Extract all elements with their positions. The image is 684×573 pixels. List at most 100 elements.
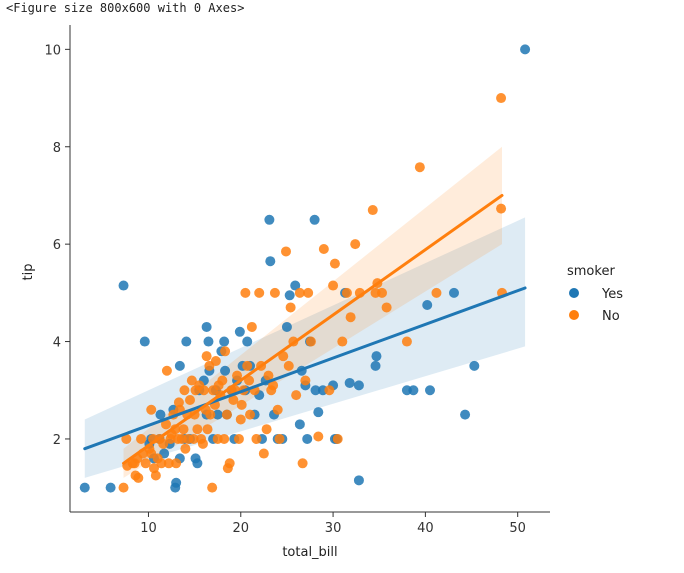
point-no [118, 482, 129, 493]
point-no [185, 394, 195, 405]
point-no [254, 287, 265, 298]
y-tick: 10 [44, 43, 70, 58]
point-no [332, 433, 343, 444]
point-no [236, 399, 247, 410]
point-no [220, 346, 231, 357]
point-no [324, 385, 335, 396]
point-no [272, 404, 283, 415]
legend-label-no: No [602, 309, 620, 324]
point-no [401, 336, 412, 347]
point-yes [171, 477, 182, 488]
point-no [245, 409, 255, 420]
point-yes [469, 360, 480, 371]
point-yes [344, 377, 355, 388]
point-yes [460, 409, 471, 420]
point-yes [242, 336, 253, 347]
point-no [431, 287, 442, 298]
point-no [268, 380, 279, 391]
point-yes [422, 300, 433, 311]
point-no [377, 287, 387, 298]
point-yes [220, 365, 231, 376]
y-tick-label: 8 [53, 141, 61, 156]
x-tick: 10 [140, 512, 157, 536]
point-no [178, 424, 189, 435]
point-yes [212, 409, 223, 420]
point-yes [313, 407, 324, 418]
y-tick: 4 [53, 336, 70, 351]
regression-line-no [122, 193, 504, 465]
point-no [305, 336, 316, 347]
point-no [303, 287, 314, 298]
point-no [291, 390, 302, 401]
x-tick-label: 10 [140, 521, 157, 536]
x-tick: 50 [509, 512, 526, 536]
point-no [300, 375, 311, 386]
y-tick: 6 [53, 238, 70, 253]
x-axis-label: total_bill [282, 545, 337, 560]
point-no [136, 433, 147, 444]
point-no [414, 162, 425, 173]
point-no [251, 433, 262, 444]
point-no [281, 246, 291, 257]
point-no [207, 482, 218, 493]
point-yes [353, 475, 364, 486]
point-no [219, 433, 230, 444]
point-no [140, 458, 151, 469]
point-no [205, 409, 216, 420]
point-no [173, 397, 184, 408]
x-tick-label: 50 [509, 521, 526, 536]
y-ticks: 2 4 6 8 10 [44, 43, 70, 448]
point-no [240, 287, 251, 298]
legend-marker-yes [569, 288, 579, 298]
point-no [210, 356, 221, 367]
x-tick: 20 [232, 512, 249, 536]
point-no [496, 203, 507, 214]
regression-lines [83, 193, 527, 465]
y-tick-label: 10 [44, 43, 61, 58]
point-no [179, 385, 190, 396]
point-yes [79, 482, 90, 493]
point-no [269, 287, 280, 298]
point-no [150, 470, 161, 481]
point-no [233, 433, 244, 444]
point-yes [302, 433, 313, 444]
point-yes [290, 280, 301, 291]
point-no [133, 472, 144, 483]
point-no [146, 404, 157, 415]
legend: smoker Yes No [567, 264, 623, 324]
point-no [197, 438, 208, 449]
point-no [158, 438, 169, 449]
point-yes [408, 385, 419, 396]
point-yes [425, 385, 435, 396]
point-no [274, 433, 285, 444]
point-yes [309, 214, 320, 225]
point-no [350, 239, 361, 250]
point-yes [219, 336, 230, 347]
point-no [341, 287, 352, 298]
point-no [328, 280, 339, 291]
point-yes [284, 290, 295, 301]
y-tick-label: 2 [53, 433, 61, 448]
y-axis-label: tip [21, 264, 36, 281]
axes: 10 20 30 40 50 2 4 6 8 10 [44, 25, 550, 536]
point-yes [310, 385, 321, 396]
point-no [232, 370, 243, 381]
point-no [318, 244, 329, 255]
point-no [228, 394, 239, 405]
point-no [313, 431, 324, 442]
point-no [202, 424, 213, 435]
point-no [297, 458, 308, 469]
point-no [345, 312, 356, 323]
point-yes [281, 321, 292, 332]
x-tick: 40 [417, 512, 434, 536]
point-no [283, 360, 294, 371]
point-yes [370, 360, 381, 371]
x-tick: 30 [325, 512, 341, 536]
point-yes [294, 419, 305, 430]
point-yes [181, 336, 192, 347]
point-no [235, 414, 246, 425]
data-points [79, 44, 531, 493]
y-tick-label: 6 [53, 238, 61, 253]
regression-line-yes [83, 286, 527, 451]
point-no [258, 448, 269, 459]
